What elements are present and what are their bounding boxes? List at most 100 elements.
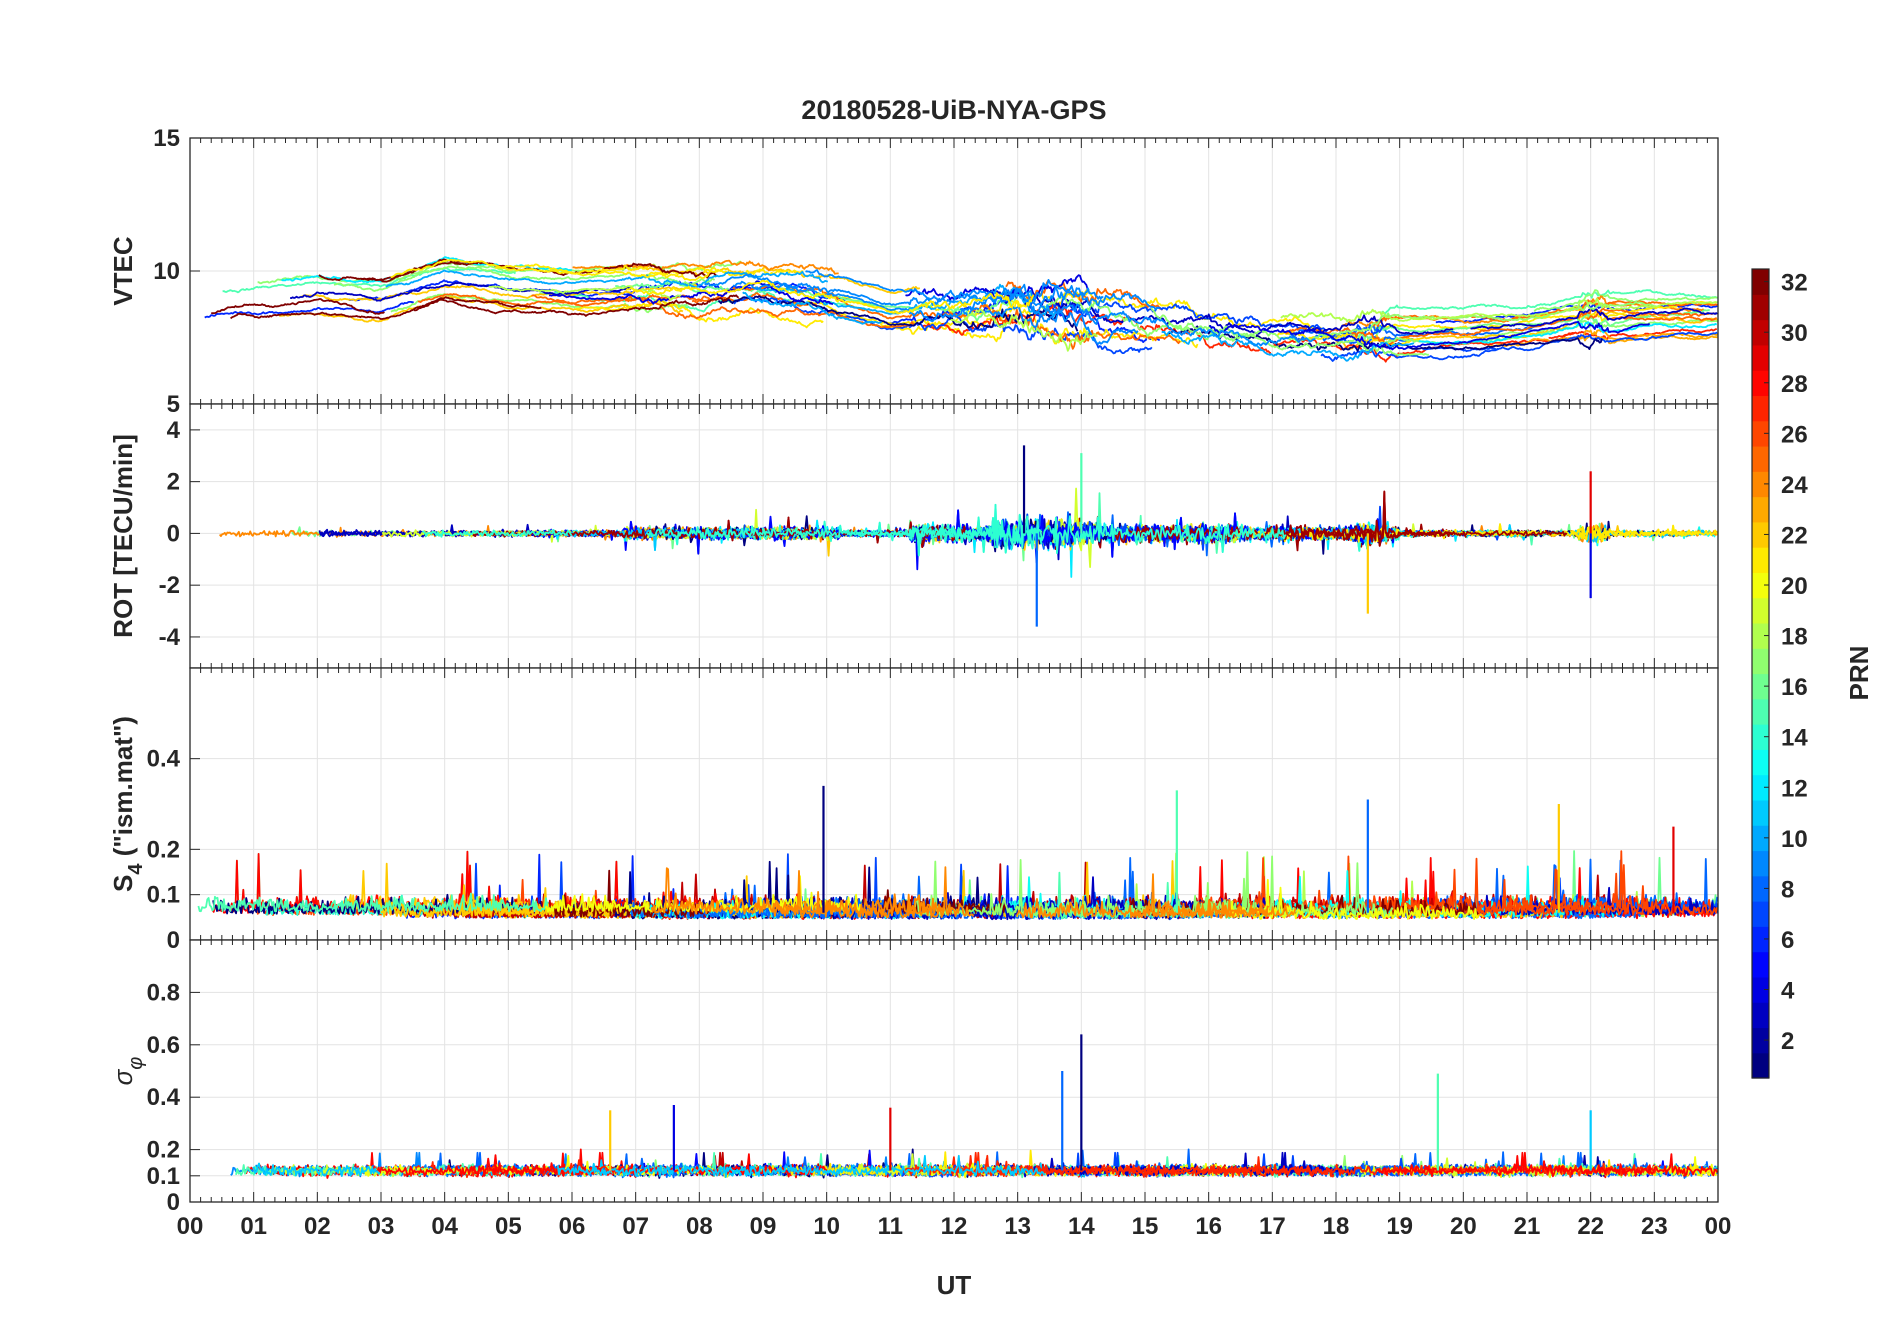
colorbar-step (1752, 597, 1769, 624)
vtec-y-tick-label: 10 (153, 258, 180, 285)
vtec-series-line (390, 258, 649, 279)
vtec-series-line (230, 296, 542, 320)
colorbar-label: PRN (1844, 646, 1874, 701)
vtec-series-line (742, 291, 882, 325)
vtec-series-line (959, 303, 1316, 347)
vtec-series-line (495, 266, 719, 282)
vtec-series-line (488, 285, 682, 301)
colorbar-step (1752, 774, 1769, 801)
vtec-series-line (1533, 289, 1718, 312)
sigma-phi-series-line (252, 1162, 381, 1177)
x-tick-label: 02 (304, 1213, 331, 1240)
s4-series-line (1016, 898, 1270, 919)
x-tick-label: 05 (495, 1213, 522, 1240)
s4-series-line (1385, 857, 1718, 916)
x-tick-label: 17 (1259, 1213, 1286, 1240)
x-tick-label: 13 (1004, 1213, 1031, 1240)
colorbar-tick-label: 14 (1781, 725, 1808, 752)
vtec-series-line (548, 280, 834, 306)
s4-series-line (1230, 878, 1479, 920)
s4-y-axis-label: S4 ("ism.mat") (108, 716, 147, 892)
vtec-series-line (732, 280, 1139, 345)
rot-y-tick-label: 4 (167, 417, 181, 444)
colorbar-step (1752, 370, 1769, 397)
colorbar-tick-label: 20 (1781, 573, 1808, 600)
vtec-y-tick-label: 5 (167, 391, 180, 418)
sigma-phi-ticks (189, 940, 1719, 1203)
colorbar-step (1752, 294, 1769, 321)
colorbar-step (1752, 724, 1769, 750)
colorbar-step (1752, 698, 1769, 725)
colorbar-tick-label: 10 (1781, 826, 1808, 853)
rot-series-line (1114, 522, 1568, 547)
colorbar-step (1752, 875, 1769, 902)
colorbar-step (1752, 445, 1769, 472)
rot-y-tick-label: 0 (167, 520, 180, 547)
vtec-series-line (1280, 308, 1549, 323)
rot-y-axis-label: ROT [TECU/min] (108, 434, 138, 638)
x-tick-label: 04 (431, 1213, 458, 1240)
colorbar-step (1752, 395, 1769, 422)
x-tick-label: 11 (878, 1213, 903, 1240)
vtec-series-line (1548, 328, 1718, 341)
colorbar-tick-label: 4 (1781, 978, 1795, 1005)
colorbar-step (1752, 521, 1769, 548)
s4-y-tick-label: 0 (167, 927, 180, 954)
vtec-series-line (211, 298, 385, 315)
colorbar-tick-label: 26 (1781, 421, 1808, 448)
s4-series-line (772, 866, 975, 919)
colorbar-step (1752, 799, 1769, 826)
x-tick-label: 22 (1577, 1213, 1604, 1240)
vtec-series-line (417, 293, 916, 329)
colorbar-step (1752, 269, 1769, 295)
x-tick-label: 18 (1323, 1213, 1350, 1240)
s4-series-line (197, 892, 549, 913)
vtec-series-line (1586, 307, 1718, 321)
sigma-phi-y-tick-label: 0.6 (147, 1032, 180, 1059)
sigma-phi-y-axis-label-main: σ (108, 1068, 138, 1085)
x-tick-label: 12 (941, 1213, 968, 1240)
vtec-series-line (1041, 296, 1429, 357)
colorbar-tick-label: 30 (1781, 320, 1808, 347)
colorbar-tick-label: 24 (1781, 472, 1808, 499)
sigma-phi-series-line (1376, 1151, 1718, 1178)
vtec-y-axis-label: VTEC (108, 236, 138, 306)
rot-ticks (189, 404, 1719, 668)
rot-y-tick-label: 2 (167, 469, 180, 496)
x-tick-label: 14 (1068, 1213, 1095, 1240)
x-tick-label: 01 (240, 1213, 267, 1240)
vtec-series-line (289, 281, 633, 302)
sigma-phi-panel: 00.10.2 0.4 0.6 0.8 σφ (108, 939, 1719, 1216)
s4-y-axis-label-sub: 4 (125, 863, 147, 875)
sigma-phi-y-tick-label: 0.8 (147, 979, 180, 1006)
x-tick-label: 08 (686, 1213, 713, 1240)
sigma-phi-series-line (907, 1154, 1250, 1178)
s4-y-tick-label: 0.1 (147, 882, 180, 909)
vtec-series-line (413, 294, 740, 317)
vtec-series-line (1421, 331, 1718, 353)
x-tick-label: 00 (177, 1213, 204, 1240)
vtec-series-line (704, 273, 1104, 306)
sigma-phi-y-tick-label: 0 (167, 1189, 180, 1216)
rot-series-line (422, 529, 573, 538)
x-tick-label: 03 (368, 1213, 395, 1240)
colorbar-tick-label: 18 (1781, 624, 1808, 651)
vtec-series-line (1283, 308, 1717, 347)
colorbar-frame (1751, 268, 1770, 1079)
sigma-phi-series (230, 1034, 1718, 1179)
vtec-series-line (1208, 321, 1651, 351)
colorbar-tick-label: 28 (1781, 371, 1808, 398)
colorbar-step (1752, 825, 1769, 852)
colorbar-step (1752, 926, 1769, 953)
x-tick-label: 15 (1132, 1213, 1159, 1240)
rot-series-line (646, 503, 1043, 554)
colorbar-step (1752, 622, 1769, 649)
vtec-series-line (984, 288, 1454, 335)
s4-y-axis-label-main: S (108, 875, 138, 892)
colorbar-tick-label: 16 (1781, 674, 1808, 701)
colorbar-steps (1752, 269, 1769, 1079)
